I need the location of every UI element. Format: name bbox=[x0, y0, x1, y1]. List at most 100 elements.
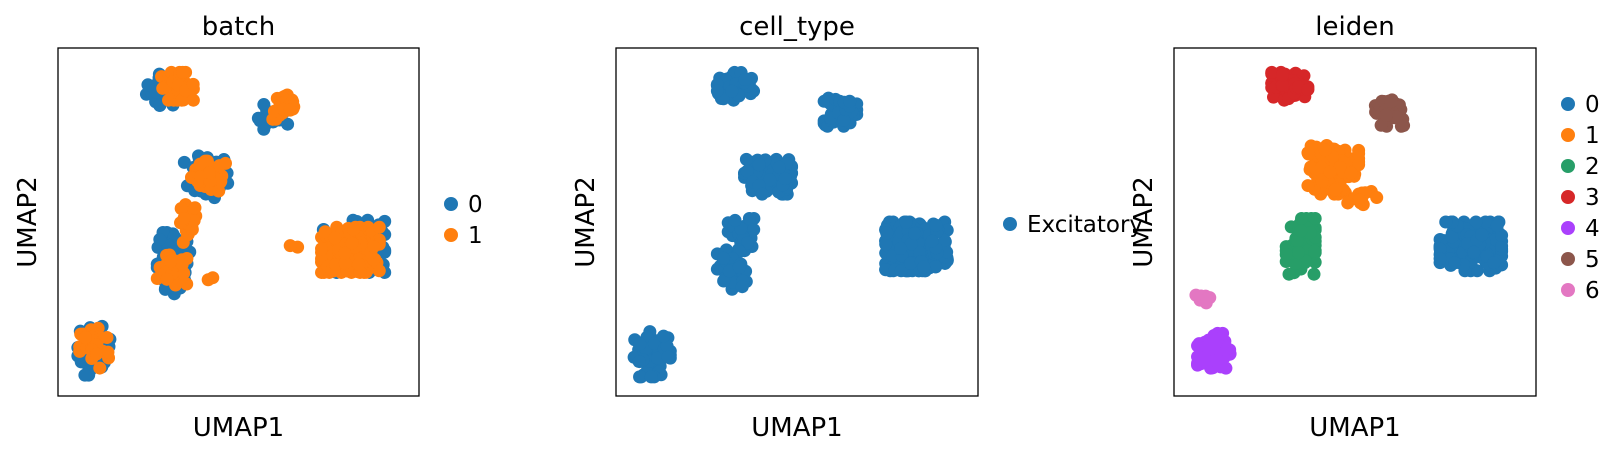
panel-leiden: leiden UMAP1 UMAP2 0 1 2 3 4 5 6 bbox=[1129, 12, 1600, 443]
data-point bbox=[315, 242, 329, 256]
legend-label: 3 bbox=[1585, 185, 1600, 211]
data-point bbox=[1475, 228, 1489, 242]
data-point bbox=[174, 201, 188, 215]
data-point bbox=[186, 77, 200, 91]
data-point bbox=[1308, 212, 1322, 226]
data-point bbox=[1445, 230, 1459, 244]
legend: Excitatory bbox=[1003, 212, 1143, 238]
y-axis-label: UMAP2 bbox=[1129, 176, 1159, 267]
data-point bbox=[1384, 94, 1398, 108]
data-point bbox=[738, 73, 752, 87]
data-point bbox=[1487, 256, 1501, 270]
data-point bbox=[917, 260, 931, 274]
data-point bbox=[1282, 267, 1296, 281]
data-point bbox=[1265, 65, 1279, 79]
data-point bbox=[772, 160, 786, 174]
legend-label: 2 bbox=[1585, 154, 1600, 180]
data-point bbox=[929, 218, 943, 232]
data-point bbox=[1200, 292, 1214, 306]
data-point bbox=[1210, 353, 1224, 367]
legend-label: 0 bbox=[468, 192, 483, 218]
legend-marker bbox=[1561, 283, 1575, 297]
data-point bbox=[257, 98, 271, 112]
legend-marker bbox=[1561, 128, 1575, 142]
data-point bbox=[710, 84, 724, 98]
legend-marker bbox=[1003, 217, 1017, 231]
data-point bbox=[141, 78, 155, 92]
scatter-points bbox=[71, 65, 392, 382]
data-point bbox=[202, 166, 216, 180]
data-point bbox=[328, 258, 342, 272]
data-point bbox=[1294, 224, 1308, 238]
plot-frame bbox=[615, 47, 979, 397]
data-point bbox=[283, 239, 297, 253]
legend-marker bbox=[444, 228, 458, 242]
data-point bbox=[177, 211, 191, 225]
data-point bbox=[345, 236, 359, 250]
data-point bbox=[156, 81, 170, 95]
data-point bbox=[879, 237, 893, 251]
legend-label: 1 bbox=[1585, 123, 1600, 149]
legend-label: 5 bbox=[1585, 247, 1600, 273]
data-point bbox=[879, 262, 893, 276]
data-point bbox=[346, 223, 360, 237]
legend-marker bbox=[1561, 252, 1575, 266]
panel-title: cell_type bbox=[739, 12, 855, 42]
data-point bbox=[213, 173, 227, 187]
data-point bbox=[281, 117, 295, 131]
data-point bbox=[1191, 339, 1205, 353]
data-point bbox=[752, 158, 766, 172]
data-point bbox=[1495, 239, 1509, 253]
data-point bbox=[634, 370, 648, 384]
data-point bbox=[938, 233, 952, 247]
legend: 0 1 2 3 4 5 6 bbox=[1561, 92, 1600, 304]
data-point bbox=[1352, 193, 1366, 207]
data-point bbox=[338, 256, 352, 270]
data-point bbox=[657, 329, 671, 343]
data-point bbox=[90, 347, 104, 361]
data-point bbox=[160, 272, 174, 286]
data-point bbox=[755, 187, 769, 201]
data-point bbox=[93, 361, 107, 375]
data-point bbox=[1301, 179, 1315, 193]
data-point bbox=[940, 223, 954, 237]
data-point bbox=[739, 152, 753, 166]
data-point bbox=[880, 226, 894, 240]
data-point bbox=[817, 94, 831, 108]
legend-label: Excitatory bbox=[1027, 212, 1143, 238]
legend: 01 bbox=[444, 192, 483, 249]
data-point bbox=[1439, 215, 1453, 229]
data-point bbox=[735, 280, 749, 294]
data-point bbox=[367, 240, 381, 254]
data-point bbox=[1275, 68, 1289, 82]
data-point bbox=[164, 254, 178, 268]
data-point bbox=[1301, 83, 1315, 97]
data-point bbox=[725, 84, 739, 98]
data-point bbox=[1469, 215, 1483, 229]
data-point bbox=[153, 232, 167, 246]
data-point bbox=[1288, 256, 1302, 270]
data-point bbox=[1308, 244, 1322, 258]
data-point bbox=[188, 201, 202, 215]
data-point bbox=[763, 173, 777, 187]
plot-frame bbox=[1173, 47, 1537, 397]
data-point bbox=[352, 257, 366, 271]
data-point bbox=[742, 212, 756, 226]
data-point bbox=[1352, 147, 1366, 161]
data-point bbox=[632, 355, 646, 369]
data-point bbox=[650, 351, 664, 365]
data-point bbox=[740, 236, 754, 250]
data-point bbox=[1302, 147, 1316, 161]
data-point bbox=[1276, 78, 1290, 92]
legend-label: 4 bbox=[1585, 216, 1600, 242]
panel-cell_type: cell_type UMAP1 UMAP2 Excitatory bbox=[571, 12, 1143, 443]
data-point bbox=[338, 246, 352, 260]
data-point bbox=[101, 345, 115, 359]
data-point bbox=[252, 112, 266, 126]
legend-marker bbox=[444, 197, 458, 211]
data-point bbox=[929, 260, 943, 274]
data-point bbox=[318, 225, 332, 239]
data-point bbox=[175, 257, 189, 271]
data-point bbox=[633, 337, 647, 351]
